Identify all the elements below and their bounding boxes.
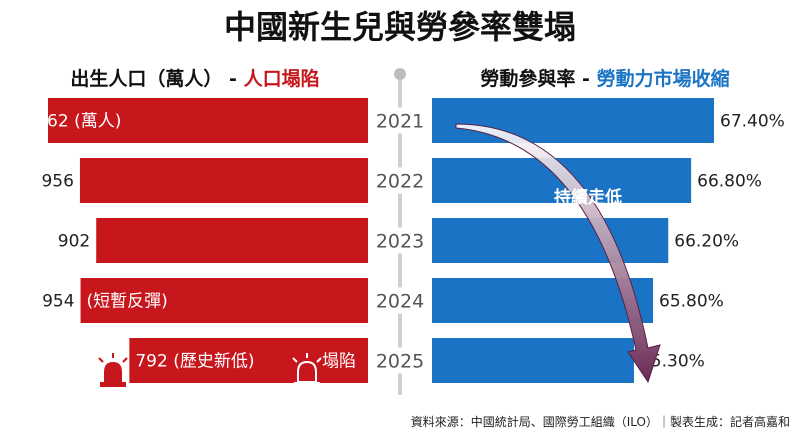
birth-bar-label: 956 [41,172,73,192]
birth-bar-note: (短暫反彈) [87,292,168,312]
birth-bar [48,98,368,143]
left-header-accent: 人口塌陷 [244,67,320,90]
participation-bar-label: 66.80% [697,172,762,192]
birth-bar-label: 902 [58,232,90,252]
participation-bar [432,338,634,383]
year-labels: 2021 2022 2023 2024 2025 [374,107,426,374]
right-header-sep: - [575,68,596,90]
birth-bar [96,218,368,263]
participation-bar-label: 67.40% [720,112,785,132]
year-label-bg [374,347,426,374]
participation-bar [432,98,714,143]
source-note: 資料來源：中國統計局、國際勞工組織（ILO）｜製表生成：記者高嘉和 [411,414,790,429]
collapse-label: 塌陷 [322,352,356,372]
year-label: 2022 [376,171,424,193]
year-label-bg [374,167,426,194]
birth-bar [79,158,369,203]
participation-bar-label: 66.20% [674,232,739,252]
curved-arrow-icon [455,123,661,384]
year-label-bg [374,287,426,314]
year-label: 2024 [376,291,424,313]
year-label-bg [374,227,426,254]
year-label-bg [374,107,426,134]
birth-bar-label: 1,062 (萬人) [20,112,121,132]
siren-icon [98,353,128,387]
right-header-accent: 勞動力市場收縮 [597,67,730,90]
timeline-dot [394,68,406,80]
birth-bar-label: 792 (歷史新低) [135,352,254,372]
participation-bar [432,278,654,323]
birth-bar-label: 954 [42,292,74,312]
trend-arrow: 持續走低 [455,123,661,384]
participation-bar [432,218,669,263]
birth-bar [129,338,368,383]
chart-title: 中國新生兒與勞參率雙塌 [224,8,576,46]
birth-bar [80,278,369,323]
year-label: 2025 [376,351,424,373]
left-header: 出生人口（萬人） - 人口塌陷 [70,67,319,90]
participation-bar-label: 65.80% [659,292,724,312]
right-header: 勞動參與率 - 勞動力市場收縮 [480,67,729,90]
right-header-main: 勞動參與率 [480,67,575,90]
left-header-main: 出生人口（萬人） [70,67,222,90]
birth-bars: 1,062 (萬人) 956 902 954 (短暫反彈) 792 (歷史新低) 塌陷 [20,98,369,383]
year-label: 2023 [376,231,424,253]
left-header-sep: - [222,68,243,90]
trend-label: 持續走低 [554,187,622,208]
siren-icon [292,353,322,386]
year-label: 2021 [376,111,424,133]
